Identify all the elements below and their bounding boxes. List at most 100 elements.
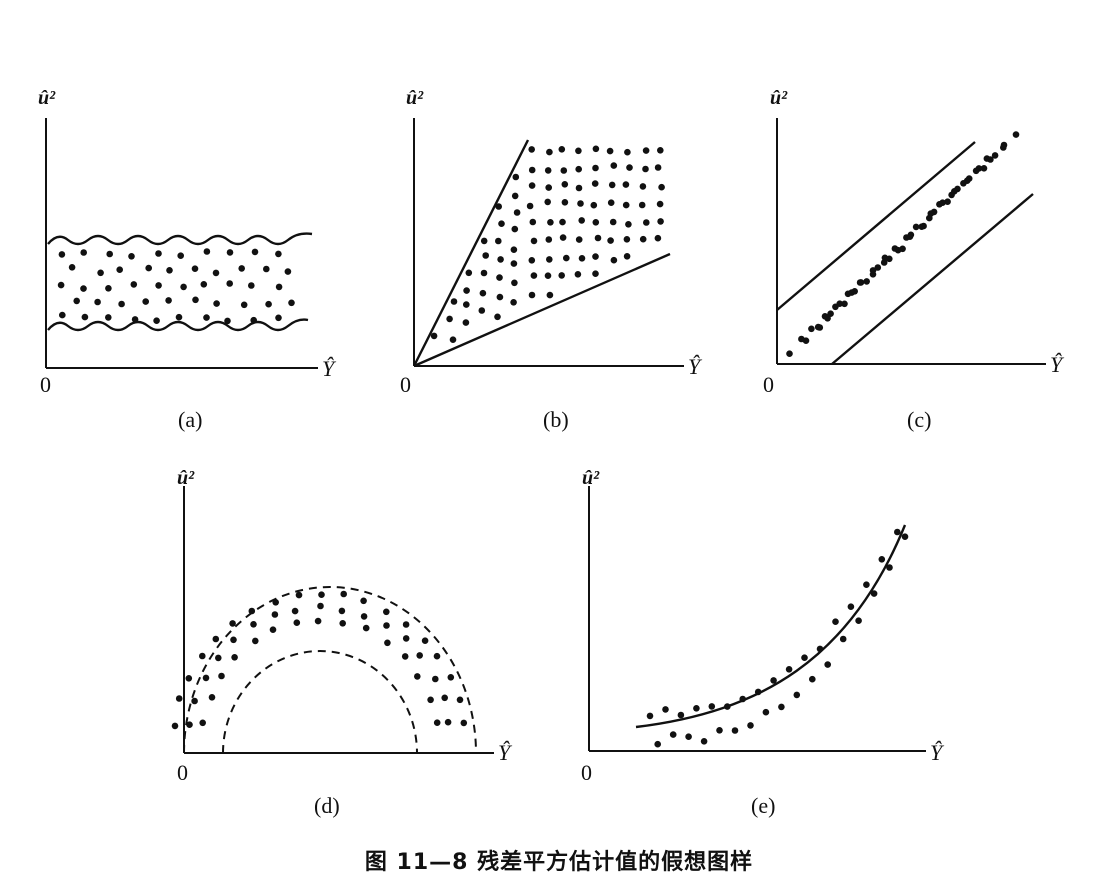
scatter-dot [606,147,614,155]
scatter-dot [824,661,831,668]
scatter-dot [511,225,519,233]
scatter-dot [809,675,816,683]
scatter-dot [530,272,538,279]
scatter-dot [912,223,920,231]
scatter-dot [575,147,582,155]
scatter-dot [656,200,664,208]
scatter-dot [575,184,583,192]
scatter-dot [465,269,473,277]
scatter-dot [880,259,888,266]
x-axis-label: Ŷ [1050,352,1065,377]
scatter-dot [785,666,793,673]
scatter-dot [250,316,257,324]
scatter-dot [441,694,449,702]
scatter-dot [175,695,183,702]
scatter-dot [847,603,855,610]
upper-bound-line [412,139,530,367]
scatter-dot [578,254,586,262]
scatter-dot [463,287,470,294]
scatter-dot [960,180,967,187]
scatter-dot [591,180,599,187]
scatter-dot [263,265,270,273]
scatter-dot [662,706,669,713]
scatter-dot [145,264,152,272]
lower-bound-line [413,252,671,368]
scatter-dot [402,621,410,628]
scatter-dot [463,301,470,308]
scatter-dot [856,279,864,286]
scatter-dot [295,591,303,599]
scatter-dot [863,581,870,588]
scatter-dot [624,148,631,156]
scatter-dot [626,164,633,171]
scatter-dot [142,298,149,305]
scatter-dot [762,708,770,716]
scatter-dot [339,620,347,627]
scatter-dot [58,251,66,258]
scatter-dot [863,278,870,285]
scatter-dot [275,314,282,322]
scatter-dot [529,218,537,226]
scatter-dot [592,270,599,278]
scatter-dot [841,300,848,308]
scatter-dot [430,332,438,340]
panel-e: û² Ŷ 0 (e) [581,467,945,818]
scatter-dot [57,281,65,289]
scatter-dot [814,323,822,331]
scatter-dot [215,654,222,662]
scatter-dot [384,639,391,647]
scatter-dot [360,613,368,620]
scatter-dot [607,199,615,206]
scatter-dot [610,162,618,169]
scatter-dot [546,291,554,299]
scatter-dot [218,672,225,680]
scatter-dot [558,272,565,279]
scatter-dot [622,201,630,209]
scatter-dot [81,313,89,321]
scatter-dot [638,201,646,209]
scatter-dot [80,249,87,256]
scatter-dot [446,315,453,323]
scatter-dot [657,218,664,225]
scatter-dot [202,674,210,682]
scatter-dot [561,199,569,206]
scatter-dot [592,253,599,260]
scatter-dot [511,279,518,287]
scatter-dot [677,711,685,719]
scatter-dot [494,313,501,321]
scatter-dot [213,300,220,307]
scatter-dot [171,722,179,730]
scatter-dot [480,269,488,277]
scatter-dot [778,703,785,711]
scatter-dot [832,303,839,311]
scatter-dot [251,248,259,256]
scatter-dot [271,611,279,618]
origin-label: 0 [400,372,411,397]
scatter-dot [226,249,234,256]
scatter-dot [544,167,552,174]
origin-label: 0 [177,760,188,785]
scatter-dot [574,271,582,278]
x-axis-label: Ŷ [688,354,703,379]
scatter-dot [185,675,193,682]
scatter-dot [203,248,211,255]
scatter-dot [577,200,584,207]
scatter-dot [318,591,325,598]
scatter-dot [250,621,257,628]
scatter-dot [383,608,390,616]
scatter-dot [265,300,272,308]
scatter-dot [248,607,256,615]
scatter-dot [608,181,616,189]
scatter-dot [544,198,551,206]
scatter-dot [155,282,162,289]
scatter-dot [512,173,520,181]
scatter-dot [639,235,647,243]
scatter-dot [414,673,421,680]
scatter-dots [430,145,665,344]
scatter-dot [747,722,754,729]
scatter-dot [793,691,801,699]
x-axis-label: Ŷ [498,740,513,765]
scatter-dot [786,350,793,358]
scatter-dot [479,289,487,297]
scatter-dot [528,182,536,189]
